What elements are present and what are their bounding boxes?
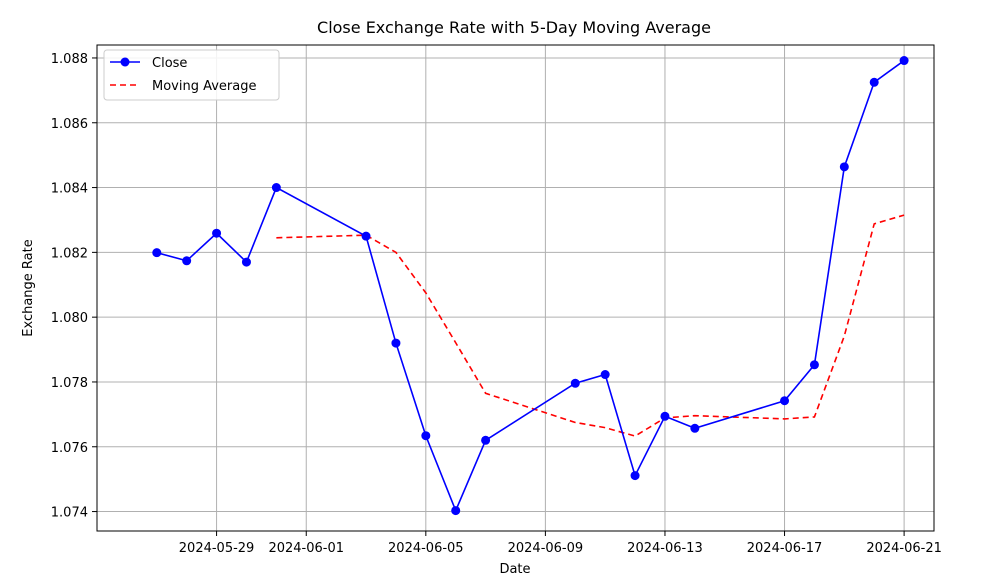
y-tick-label: 1.080 xyxy=(51,311,88,326)
close-point xyxy=(570,378,580,388)
x-tick-label: 2024-06-21 xyxy=(866,541,942,556)
x-tick-label: 2024-06-17 xyxy=(747,541,823,556)
chart-title: Close Exchange Rate with 5-Day Moving Av… xyxy=(317,18,711,37)
x-tick-label: 2024-06-05 xyxy=(388,541,464,556)
y-tick-label: 1.074 xyxy=(51,506,88,521)
close-point xyxy=(241,257,251,267)
close-point xyxy=(780,396,790,406)
y-tick-label: 1.084 xyxy=(51,182,88,197)
x-tick-label: 2024-05-29 xyxy=(179,541,255,556)
grid-lines xyxy=(97,45,934,531)
close-point xyxy=(212,228,222,238)
plot-frame xyxy=(96,44,935,532)
close-point xyxy=(899,56,909,66)
close-point xyxy=(421,431,431,441)
x-tick-label: 2024-06-13 xyxy=(627,541,703,556)
close-point xyxy=(869,77,879,87)
y-axis: 1.074 1.076 1.078 1.080 1.082 1.084 1.086 1.088 xyxy=(51,52,97,521)
legend-box xyxy=(103,49,280,101)
y-axis-label: Exchange Rate xyxy=(21,239,36,336)
y-tick-label: 1.088 xyxy=(51,52,88,67)
close-point xyxy=(391,338,401,348)
close-point xyxy=(690,423,700,433)
close-point xyxy=(660,411,670,421)
close-point xyxy=(182,256,192,266)
close-point xyxy=(271,183,281,193)
y-tick-label: 1.076 xyxy=(51,441,88,456)
series-layer xyxy=(152,56,909,516)
moving-average-line xyxy=(276,214,905,437)
y-tick-label: 1.086 xyxy=(51,117,88,132)
legend-ma-label: Moving Average xyxy=(152,79,256,94)
legend-close-label: Close xyxy=(152,56,187,71)
close-point xyxy=(600,370,610,380)
close-point xyxy=(839,162,849,172)
legend-close-marker xyxy=(120,57,130,67)
close-point xyxy=(152,248,162,258)
x-axis-label: Date xyxy=(499,562,530,577)
close-point xyxy=(630,471,640,481)
legend: Close Moving Average xyxy=(103,49,280,101)
close-point xyxy=(481,435,491,445)
close-point xyxy=(361,231,371,241)
y-tick-label: 1.078 xyxy=(51,376,88,391)
close-point xyxy=(451,506,461,516)
x-axis: 2024-05-29 2024-06-01 2024-06-05 2024-06-09… xyxy=(179,531,942,556)
y-tick-label: 1.082 xyxy=(51,246,88,261)
close-point xyxy=(809,360,819,370)
x-tick-label: 2024-06-01 xyxy=(268,541,344,556)
close-line xyxy=(156,59,905,513)
x-tick-label: 2024-06-09 xyxy=(508,541,584,556)
